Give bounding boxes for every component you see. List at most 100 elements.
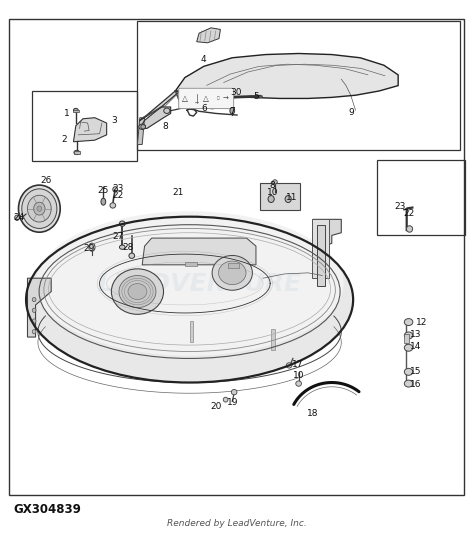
Ellipse shape [139, 124, 146, 129]
Text: 8: 8 [269, 181, 275, 189]
Ellipse shape [34, 202, 45, 215]
Text: 6: 6 [201, 104, 207, 112]
Ellipse shape [268, 195, 274, 202]
Ellipse shape [285, 195, 291, 202]
Text: 17: 17 [292, 361, 303, 369]
Text: 10: 10 [293, 371, 304, 380]
Bar [271, 329, 275, 350]
Bar [228, 263, 239, 268]
Ellipse shape [32, 297, 36, 302]
Ellipse shape [223, 397, 228, 402]
Ellipse shape [74, 150, 80, 155]
Text: △: △ [203, 94, 209, 103]
Ellipse shape [119, 245, 125, 249]
Ellipse shape [129, 253, 135, 258]
Ellipse shape [404, 332, 413, 339]
Text: 21: 21 [172, 188, 183, 197]
Text: 9: 9 [348, 108, 354, 117]
Text: 2: 2 [61, 135, 67, 143]
Polygon shape [27, 278, 51, 337]
Text: 18: 18 [307, 409, 319, 417]
Ellipse shape [286, 363, 292, 368]
Ellipse shape [119, 221, 125, 226]
Ellipse shape [404, 318, 413, 325]
Ellipse shape [18, 185, 60, 232]
Text: 26: 26 [41, 177, 52, 185]
Text: 22: 22 [403, 210, 414, 218]
Bar [74, 151, 80, 154]
Bar [260, 183, 300, 210]
Polygon shape [137, 118, 145, 144]
Bar [73, 110, 79, 112]
Bar [32, 91, 137, 160]
Polygon shape [312, 219, 329, 278]
Ellipse shape [26, 217, 353, 383]
Text: LEADVENTURE: LEADVENTURE [97, 272, 301, 295]
Text: 10: 10 [267, 188, 278, 197]
Bar [9, 19, 464, 495]
Text: 23: 23 [112, 184, 123, 193]
Text: 12: 12 [416, 318, 428, 326]
Text: 3: 3 [111, 117, 117, 125]
Ellipse shape [141, 125, 146, 129]
Text: 8: 8 [162, 122, 168, 131]
Ellipse shape [164, 108, 170, 113]
Polygon shape [140, 91, 180, 120]
Bar [185, 262, 197, 266]
Bar [317, 225, 325, 286]
Text: Rendered by LeadVenture, Inc.: Rendered by LeadVenture, Inc. [167, 519, 307, 528]
Ellipse shape [113, 187, 118, 192]
Text: 7: 7 [229, 107, 235, 116]
Text: 27: 27 [112, 232, 123, 241]
Polygon shape [197, 28, 220, 43]
Text: 5: 5 [253, 92, 259, 101]
Text: →: → [223, 95, 228, 102]
Text: 30: 30 [230, 88, 241, 96]
Ellipse shape [406, 226, 412, 232]
Polygon shape [142, 238, 256, 265]
Text: 20: 20 [210, 402, 222, 411]
Text: 16: 16 [410, 380, 421, 388]
Polygon shape [175, 54, 398, 98]
Ellipse shape [36, 211, 344, 356]
Ellipse shape [212, 256, 252, 290]
Ellipse shape [110, 203, 116, 208]
Ellipse shape [111, 269, 164, 314]
Ellipse shape [219, 261, 246, 285]
Text: 23: 23 [394, 202, 405, 211]
Text: 22: 22 [112, 191, 123, 200]
Text: 14: 14 [410, 342, 421, 351]
Ellipse shape [404, 380, 413, 387]
Bar [377, 160, 465, 235]
Ellipse shape [22, 189, 57, 228]
Text: ⬛: ⬛ [217, 96, 219, 101]
Ellipse shape [101, 198, 106, 205]
Ellipse shape [296, 381, 301, 386]
Text: 24: 24 [13, 213, 25, 221]
Text: 15: 15 [410, 368, 421, 376]
Ellipse shape [27, 195, 51, 222]
Ellipse shape [404, 345, 413, 351]
Text: 28: 28 [122, 243, 134, 251]
Polygon shape [140, 107, 171, 128]
Bar [137, 21, 460, 150]
Text: 29: 29 [83, 244, 94, 253]
Text: 1: 1 [64, 109, 69, 118]
Ellipse shape [73, 108, 78, 112]
Ellipse shape [15, 215, 19, 220]
Text: GX304839: GX304839 [13, 503, 81, 516]
Text: 25: 25 [98, 186, 109, 195]
Ellipse shape [273, 180, 277, 184]
Ellipse shape [32, 319, 36, 323]
Ellipse shape [119, 276, 156, 308]
Text: 13: 13 [410, 330, 421, 339]
Text: 11: 11 [286, 194, 297, 202]
Ellipse shape [404, 369, 413, 376]
Polygon shape [313, 219, 341, 257]
Ellipse shape [32, 308, 36, 312]
Ellipse shape [37, 206, 42, 211]
Text: 4: 4 [201, 56, 207, 64]
Ellipse shape [230, 108, 235, 114]
Polygon shape [73, 118, 107, 142]
Ellipse shape [128, 284, 147, 300]
